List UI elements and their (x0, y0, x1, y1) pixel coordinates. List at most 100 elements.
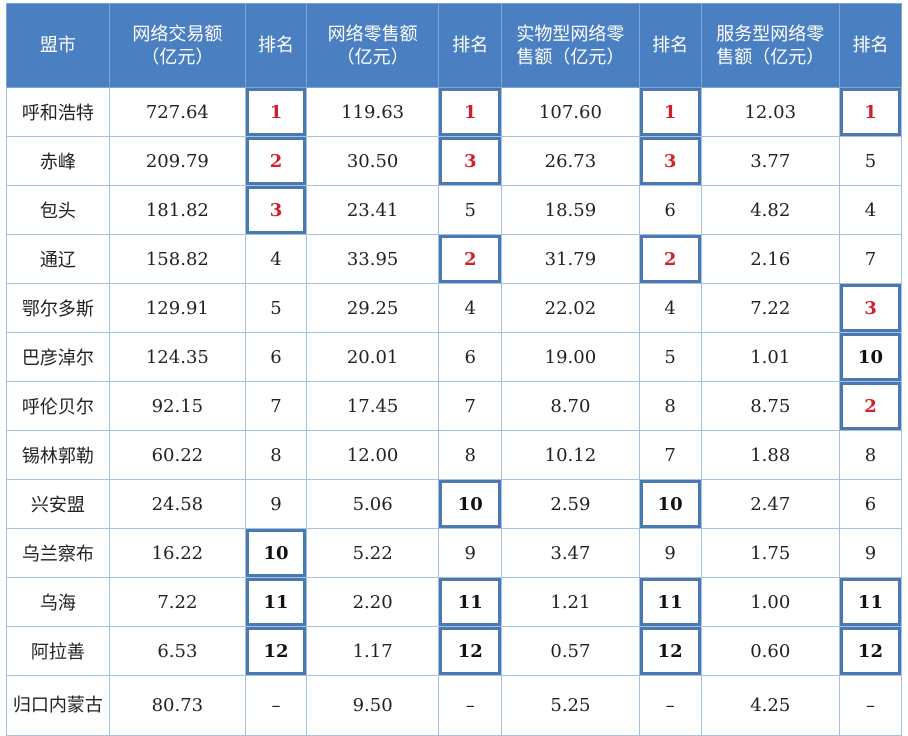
cell-physical-retail: 19.00 (501, 332, 640, 382)
cell-city: 乌兰察布 (6, 528, 110, 578)
cell-rank-service: 11 (838, 577, 903, 627)
cell-total-transactions: 727.64 (108, 87, 247, 137)
cell-online-retail: 12.00 (306, 430, 440, 480)
cell-service-retail: 1.00 (700, 577, 840, 627)
table-row: 赤峰 209.79 2 30.50 3 26.73 3 3.77 5 (6, 136, 903, 186)
cell-rank-physical: 5 (638, 332, 702, 382)
header-physical-retail: 实物型网络零售额（亿元） (501, 3, 640, 88)
table-row: 包头 181.82 3 23.41 5 18.59 6 4.82 4 (6, 185, 903, 235)
cell-rank-service: 5 (838, 136, 903, 186)
cell-online-retail: 5.06 (306, 479, 440, 529)
cell-total-transactions: 80.73 (108, 675, 247, 736)
cell-rank-physical: 7 (638, 430, 702, 480)
cell-rank-service: 7 (838, 234, 903, 284)
table-row: 巴彦淖尔 124.35 6 20.01 6 19.00 5 1.01 10 (6, 332, 903, 382)
cell-service-retail: 3.77 (700, 136, 840, 186)
cell-city: 包头 (6, 185, 110, 235)
cell-rank-total: 7 (244, 381, 308, 431)
cell-service-retail: 1.01 (700, 332, 840, 382)
cell-rank-service: 2 (838, 381, 903, 431)
cell-city: 呼和浩特 (6, 87, 110, 137)
cell-online-retail: 30.50 (306, 136, 440, 186)
city-ranking-table: 盟市 网络交易额（亿元） 排名 网络零售额（亿元） 排名 实物型网络零售额（亿元… (6, 3, 903, 736)
cell-online-retail: 29.25 (306, 283, 440, 333)
cell-rank-total: 10 (244, 528, 308, 578)
cell-rank-physical: 4 (638, 283, 702, 333)
cell-city: 阿拉善 (6, 626, 110, 676)
cell-rank-total: 4 (244, 234, 308, 284)
cell-online-retail: 1.17 (306, 626, 440, 676)
cell-rank-total: 3 (244, 185, 308, 235)
cell-total-transactions: 16.22 (108, 528, 247, 578)
cell-online-retail: 23.41 (306, 185, 440, 235)
cell-total-transactions: 209.79 (108, 136, 247, 186)
table-row: 通辽 158.82 4 33.95 2 31.79 2 2.16 7 (6, 234, 903, 284)
cell-rank-service: 6 (838, 479, 903, 529)
cell-rank-service: 4 (838, 185, 903, 235)
cell-city: 赤峰 (6, 136, 110, 186)
cell-physical-retail: 10.12 (501, 430, 640, 480)
table-row: 锡林郭勒 60.22 8 12.00 8 10.12 7 1.88 8 (6, 430, 903, 480)
cell-online-retail: 119.63 (306, 87, 440, 137)
cell-rank-retail: 7 (438, 381, 503, 431)
cell-physical-retail: 3.47 (501, 528, 640, 578)
cell-rank-physical: 8 (638, 381, 702, 431)
cell-rank-retail: 4 (438, 283, 503, 333)
table-row: 乌海 7.22 11 2.20 11 1.21 11 1.00 11 (6, 577, 903, 627)
cell-physical-retail: 26.73 (501, 136, 640, 186)
cell-city: 锡林郭勒 (6, 430, 110, 480)
cell-rank-physical: 2 (638, 234, 702, 284)
cell-rank-total: 12 (244, 626, 308, 676)
header-total-transactions: 网络交易额（亿元） (108, 3, 247, 88)
table-row: 乌兰察布 16.22 10 5.22 9 3.47 9 1.75 9 (6, 528, 903, 578)
cell-rank-retail: 5 (438, 185, 503, 235)
cell-rank-physical: 1 (638, 87, 702, 137)
cell-rank-retail: 1 (438, 87, 503, 137)
cell-rank-physical: 3 (638, 136, 702, 186)
cell-total-transactions: 181.82 (108, 185, 247, 235)
cell-rank-service: 8 (838, 430, 903, 480)
table-body: 呼和浩特 727.64 1 119.63 1 107.60 1 12.03 1 赤峰 209.79 2… (6, 87, 903, 736)
cell-city: 乌海 (6, 577, 110, 627)
cell-rank-service: 10 (838, 332, 903, 382)
cell-rank-retail: – (438, 675, 503, 736)
cell-rank-physical: 6 (638, 185, 702, 235)
cell-rank-physical: 11 (638, 577, 702, 627)
cell-service-retail: 2.47 (700, 479, 840, 529)
header-rank-total: 排名 (244, 3, 308, 88)
cell-service-retail: 2.16 (700, 234, 840, 284)
cell-total-transactions: 158.82 (108, 234, 247, 284)
cell-physical-retail: 0.57 (501, 626, 640, 676)
cell-rank-service: 3 (838, 283, 903, 333)
cell-service-retail: 4.25 (700, 675, 840, 736)
cell-rank-physical: 12 (638, 626, 702, 676)
cell-service-retail: 12.03 (700, 87, 840, 137)
cell-physical-retail: 8.70 (501, 381, 640, 431)
cell-rank-total: 11 (244, 577, 308, 627)
table-row: 兴安盟 24.58 9 5.06 10 2.59 10 2.47 6 (6, 479, 903, 529)
cell-online-retail: 17.45 (306, 381, 440, 431)
cell-online-retail: 2.20 (306, 577, 440, 627)
header-rank-physical: 排名 (638, 3, 702, 88)
cell-rank-service: 1 (838, 87, 903, 137)
cell-physical-retail: 18.59 (501, 185, 640, 235)
cell-rank-physical: 10 (638, 479, 702, 529)
table-row: 呼和浩特 727.64 1 119.63 1 107.60 1 12.03 1 (6, 87, 903, 137)
cell-physical-retail: 5.25 (501, 675, 640, 736)
cell-physical-retail: 31.79 (501, 234, 640, 284)
table-row: 鄂尔多斯 129.91 5 29.25 4 22.02 4 7.22 3 (6, 283, 903, 333)
cell-rank-retail: 3 (438, 136, 503, 186)
cell-rank-total: 8 (244, 430, 308, 480)
cell-rank-physical: 9 (638, 528, 702, 578)
header-rank-retail: 排名 (438, 3, 503, 88)
cell-total-transactions: 60.22 (108, 430, 247, 480)
cell-total-transactions: 7.22 (108, 577, 247, 627)
cell-rank-service: 12 (838, 626, 903, 676)
cell-service-retail: 1.75 (700, 528, 840, 578)
cell-total-transactions: 124.35 (108, 332, 247, 382)
cell-rank-retail: 2 (438, 234, 503, 284)
cell-city: 归口内蒙古 (6, 675, 110, 736)
cell-rank-total: 6 (244, 332, 308, 382)
cell-total-transactions: 129.91 (108, 283, 247, 333)
cell-online-retail: 5.22 (306, 528, 440, 578)
